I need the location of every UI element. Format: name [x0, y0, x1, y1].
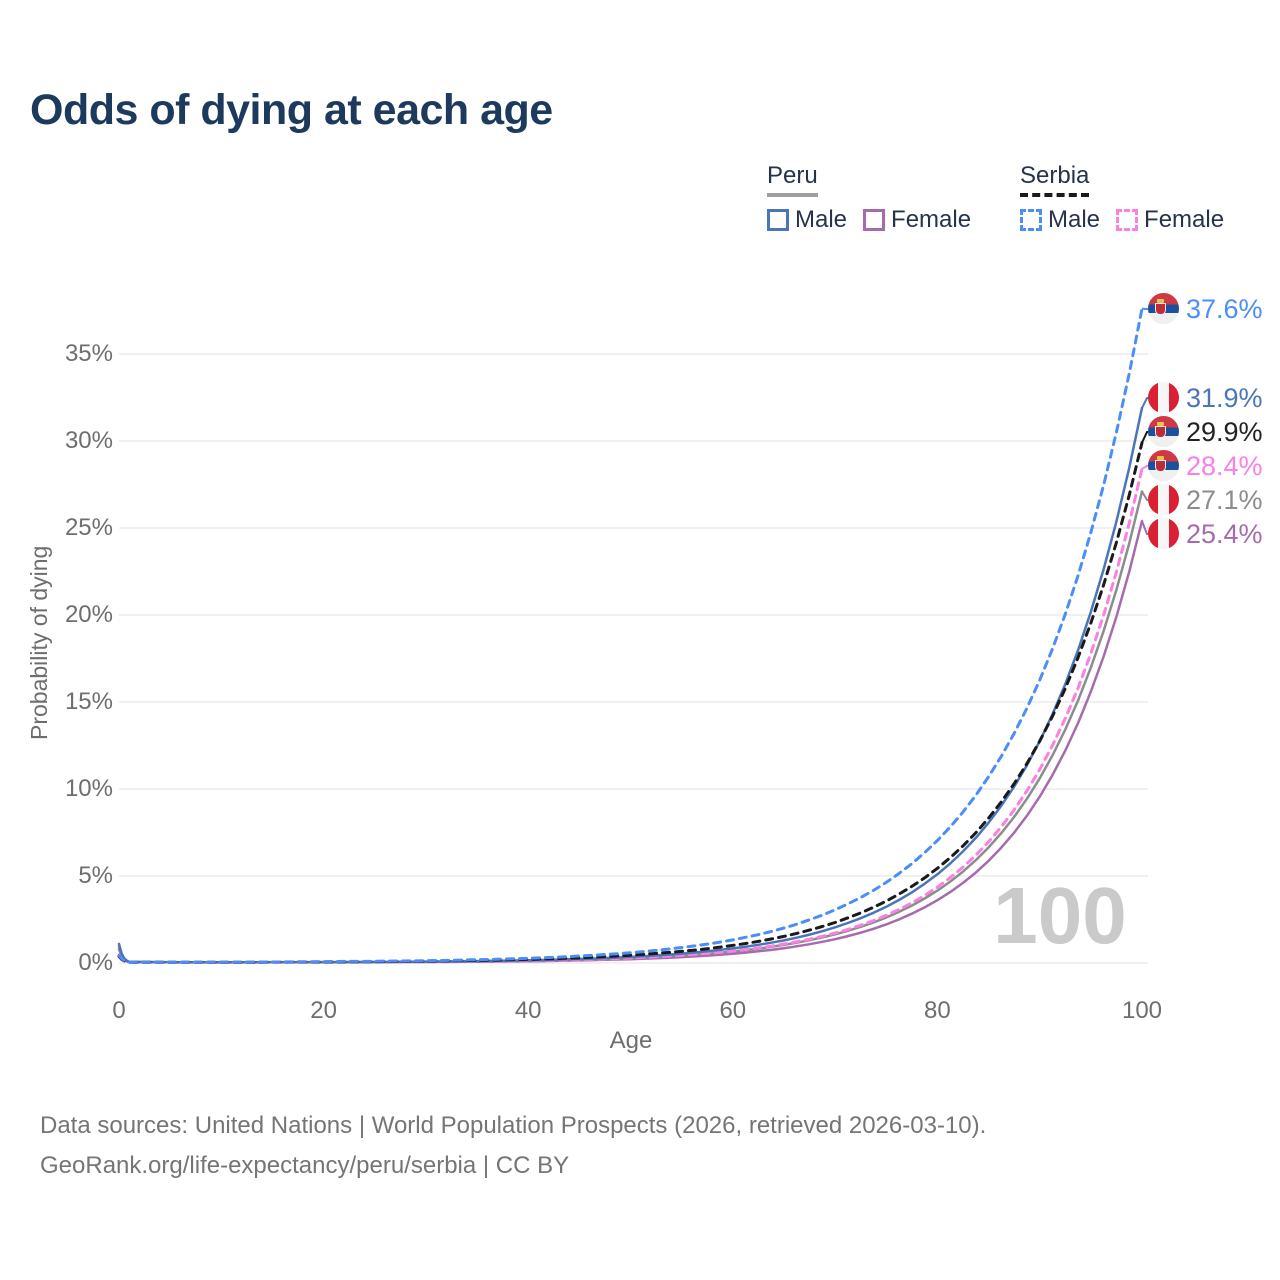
peru-male-swatch-icon: [767, 209, 789, 231]
serbia-female-swatch-icon: [1116, 209, 1139, 231]
peru-flag-icon: [1148, 484, 1179, 515]
end-label-peru_female: 25.4%: [1186, 519, 1263, 549]
legend-item-label: Female: [1144, 206, 1225, 233]
y-tick-label: 0%: [78, 949, 113, 976]
legend-item-label: Male: [1048, 206, 1101, 233]
legend-group-peru: Peru Male Female: [767, 162, 971, 234]
x-axis-title: Age: [609, 1027, 653, 1054]
y-tick-label: 30%: [64, 427, 113, 454]
end-label-peru_male: 31.9%: [1186, 383, 1263, 413]
legend-item-serbia-female[interactable]: Female: [1116, 206, 1224, 234]
data-source-line: Data sources: United Nations | World Pop…: [40, 1112, 987, 1139]
legend-items-serbia: Male Female: [1020, 206, 1224, 234]
y-tick-label: 25%: [64, 514, 113, 541]
legend-item-peru-male[interactable]: Male: [767, 206, 847, 234]
peru-flag-icon: [1148, 382, 1179, 413]
peru-female-swatch-icon: [863, 209, 886, 231]
end-label-serbia_total: 29.9%: [1186, 417, 1263, 447]
page-title: Odds of dying at each age: [30, 86, 553, 134]
legend-item-serbia-male[interactable]: Male: [1020, 206, 1100, 234]
y-tick-label: 15%: [64, 688, 113, 715]
end-label-serbia_female: 28.4%: [1186, 451, 1263, 481]
attribution-line: GeoRank.org/life-expectancy/peru/serbia …: [40, 1152, 570, 1179]
x-tick-label: 60: [719, 997, 747, 1024]
end-label-serbia_male: 37.6%: [1186, 294, 1263, 324]
x-tick-label: 0: [112, 997, 126, 1024]
legend-item-peru-female[interactable]: Female: [863, 206, 971, 234]
legend-group-serbia: Serbia Male Female: [1020, 162, 1224, 234]
serbia-male-swatch-icon: [1020, 209, 1042, 231]
y-tick-label: 10%: [64, 775, 113, 802]
x-tick-label: 100: [1121, 997, 1163, 1024]
x-tick-label: 20: [310, 997, 337, 1024]
y-tick-label: 35%: [64, 340, 113, 367]
serbia-flag-icon: [1148, 416, 1179, 447]
x-tick-label: 80: [924, 997, 951, 1024]
series-line-serbia_male: [117, 307, 1144, 964]
serbia-flag-icon: [1148, 293, 1179, 324]
legend-country-peru: Peru: [767, 162, 818, 197]
y-tick-label: 5%: [78, 862, 113, 889]
y-tick-label: 20%: [64, 601, 113, 628]
serbia-flag-icon: [1148, 450, 1179, 481]
peru-flag-icon: [1148, 518, 1179, 549]
legend-item-label: Male: [795, 206, 848, 233]
x-tick-label: 40: [514, 997, 542, 1024]
legend-items-peru: Male Female: [767, 206, 971, 234]
legend-item-label: Female: [891, 206, 972, 233]
footer: Data sources: United Nations | World Pop…: [40, 1106, 986, 1186]
legend-country-serbia: Serbia: [1020, 162, 1090, 197]
end-label-peru_total: 27.1%: [1186, 485, 1263, 515]
age-watermark: 100: [993, 871, 1127, 960]
